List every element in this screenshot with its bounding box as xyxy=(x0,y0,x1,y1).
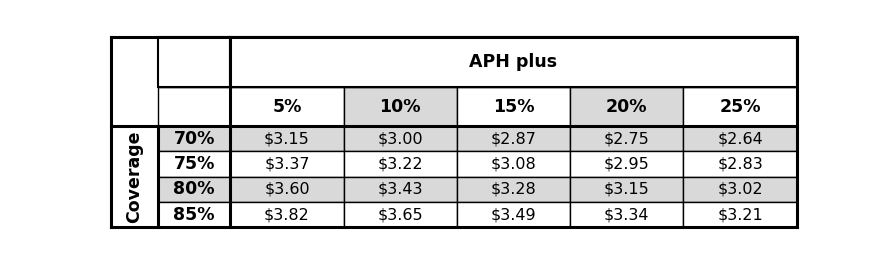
Bar xyxy=(570,151,684,177)
Bar xyxy=(111,37,230,126)
Bar xyxy=(230,202,343,227)
Text: $3.43: $3.43 xyxy=(378,182,423,197)
Text: $2.75: $2.75 xyxy=(604,131,650,146)
Text: $2.83: $2.83 xyxy=(717,157,763,172)
Bar xyxy=(457,202,570,227)
Bar xyxy=(684,126,797,151)
Text: 5%: 5% xyxy=(272,97,301,116)
Text: $3.60: $3.60 xyxy=(264,182,309,197)
Bar xyxy=(343,151,457,177)
Bar xyxy=(158,37,230,87)
Bar xyxy=(230,87,343,126)
Text: 85%: 85% xyxy=(173,205,215,223)
Bar xyxy=(158,87,230,126)
Bar xyxy=(684,177,797,202)
Bar xyxy=(457,151,570,177)
Bar xyxy=(111,126,158,227)
Bar xyxy=(457,177,570,202)
Bar xyxy=(684,151,797,177)
Text: 15%: 15% xyxy=(493,97,534,116)
Text: $3.22: $3.22 xyxy=(378,157,423,172)
Bar xyxy=(158,151,230,177)
Text: $3.65: $3.65 xyxy=(378,207,423,222)
Bar xyxy=(457,126,570,151)
Bar xyxy=(343,202,457,227)
Text: $3.15: $3.15 xyxy=(604,182,650,197)
Bar xyxy=(158,202,230,227)
Text: $3.49: $3.49 xyxy=(491,207,536,222)
Text: $2.64: $2.64 xyxy=(717,131,763,146)
Bar xyxy=(158,126,230,151)
Bar xyxy=(570,126,684,151)
Text: $3.00: $3.00 xyxy=(378,131,423,146)
Text: $3.82: $3.82 xyxy=(264,207,310,222)
Bar xyxy=(230,126,343,151)
Text: $3.37: $3.37 xyxy=(264,157,309,172)
Text: $3.08: $3.08 xyxy=(491,157,536,172)
Text: APH plus: APH plus xyxy=(469,53,557,71)
Text: $2.87: $2.87 xyxy=(491,131,536,146)
Bar xyxy=(230,177,343,202)
Bar xyxy=(230,151,343,177)
Text: 80%: 80% xyxy=(173,180,215,198)
Text: $3.34: $3.34 xyxy=(604,207,650,222)
Bar xyxy=(684,202,797,227)
Text: 25%: 25% xyxy=(719,97,761,116)
Text: 10%: 10% xyxy=(380,97,421,116)
Text: $2.95: $2.95 xyxy=(604,157,650,172)
Bar xyxy=(570,87,684,126)
Bar xyxy=(158,177,230,202)
Text: $3.28: $3.28 xyxy=(491,182,536,197)
Bar xyxy=(343,87,457,126)
Text: Coverage: Coverage xyxy=(125,130,143,223)
Bar xyxy=(570,202,684,227)
Bar xyxy=(457,87,570,126)
Bar xyxy=(343,126,457,151)
Text: 70%: 70% xyxy=(173,130,215,148)
Text: 75%: 75% xyxy=(173,155,215,173)
Text: $3.02: $3.02 xyxy=(717,182,763,197)
Bar xyxy=(570,177,684,202)
Text: 20%: 20% xyxy=(606,97,647,116)
Bar xyxy=(684,87,797,126)
Text: $3.21: $3.21 xyxy=(717,207,763,222)
Bar xyxy=(343,177,457,202)
Text: $3.15: $3.15 xyxy=(264,131,310,146)
Bar xyxy=(230,37,797,87)
